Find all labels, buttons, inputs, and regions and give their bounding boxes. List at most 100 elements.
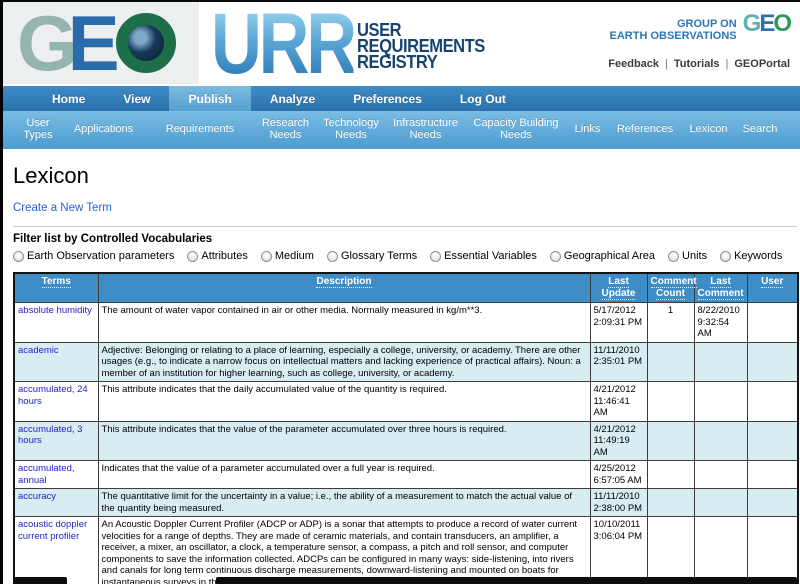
radio-icon[interactable] xyxy=(187,250,199,262)
geo-logo-earth-icon xyxy=(115,13,176,73)
comment-count xyxy=(646,460,695,489)
subnav-applications[interactable]: Applications xyxy=(73,123,134,135)
filter-glossary-terms[interactable]: Glossary Terms xyxy=(326,250,418,262)
subnav-research-needs[interactable]: Research Needs xyxy=(261,117,310,141)
subnav-capacity-building-needs[interactable]: Capacity Building Needs xyxy=(473,117,559,141)
filter-medium[interactable]: Medium xyxy=(260,250,314,262)
col-header-last-comment[interactable]: Last Comment xyxy=(693,272,748,303)
term-link[interactable]: academic xyxy=(18,344,59,356)
term-link[interactable]: accumulated, annual xyxy=(18,463,75,486)
radio-icon[interactable] xyxy=(260,250,272,262)
main-nav: Home View Publish Analyze Preferences Lo… xyxy=(3,86,800,111)
filter-label: Geographical Area xyxy=(563,250,656,262)
last-update: 4/21/2012 11:46:41 AM xyxy=(589,381,648,422)
filter-section-label: Filter list by Controlled Vocabularies xyxy=(13,233,213,245)
radio-icon[interactable] xyxy=(430,250,442,262)
term-link[interactable]: acoustic doppler current profiler xyxy=(18,519,88,542)
urr-logo-words: USER REQUIREMENTS REGISTRY xyxy=(357,20,485,71)
geoportal-link[interactable]: GEOPortal xyxy=(734,58,790,70)
term-description: Indicates that the value of a parameter … xyxy=(97,460,591,489)
comment-count xyxy=(646,488,695,517)
nav-view[interactable]: View xyxy=(123,91,151,106)
subnav-search[interactable]: Search xyxy=(742,123,778,135)
create-new-term-link[interactable]: Create a New Term xyxy=(13,202,112,214)
sub-nav: User Types Applications Requirements Res… xyxy=(3,111,800,149)
main-content: Lexicon Create a New Term Filter list by… xyxy=(3,149,800,584)
table-row: accumulated, 3 hours This attribute indi… xyxy=(13,420,799,461)
radio-icon[interactable] xyxy=(720,250,732,262)
last-comment: 8/22/2010 9:32:54 AM xyxy=(693,302,748,343)
page-title: Lexicon xyxy=(13,163,89,188)
col-header-last-update[interactable]: Last Update xyxy=(589,272,648,303)
last-update: 4/25/2012 6:57:05 AM xyxy=(589,460,648,489)
last-comment xyxy=(693,381,748,422)
col-header-description[interactable]: Description xyxy=(97,272,591,303)
filter-label: Earth Observation parameters xyxy=(27,250,175,262)
term-link[interactable]: accumulated, 24 hours xyxy=(18,384,88,407)
last-update: 4/21/2012 11:49:19 AM xyxy=(589,420,648,461)
org-name: GROUP ON EARTH OBSERVATIONS xyxy=(610,18,737,42)
user-cell xyxy=(746,516,799,584)
filter-units[interactable]: Units xyxy=(668,250,707,262)
radio-icon[interactable] xyxy=(668,250,680,262)
filter-label: Medium xyxy=(274,250,314,262)
radio-icon[interactable] xyxy=(13,250,24,262)
user-cell xyxy=(746,341,799,382)
col-header-user[interactable]: User xyxy=(746,272,799,303)
urr-logo: URR USER REQUIREMENTS REGISTRY xyxy=(211,0,496,92)
subnav-user-types[interactable]: User Types xyxy=(23,117,53,141)
term-description: This attribute indicates that the daily … xyxy=(97,381,591,422)
subnav-links[interactable]: Links xyxy=(574,123,601,135)
user-cell xyxy=(746,420,799,461)
nav-publish[interactable]: Publish xyxy=(169,86,251,111)
subnav-infrastructure-needs[interactable]: Infrastructure Needs xyxy=(393,117,458,141)
user-cell xyxy=(746,488,799,517)
comment-count xyxy=(646,341,695,382)
last-update: 5/17/2012 2:09:31 PM xyxy=(589,302,648,343)
feedback-link[interactable]: Feedback xyxy=(608,58,660,70)
last-comment xyxy=(693,516,748,584)
lexicon-table: Terms Description Last Update Comment Co… xyxy=(13,272,799,584)
filter-keywords[interactable]: Keywords xyxy=(720,250,782,262)
filter-label: Glossary Terms xyxy=(340,250,418,262)
term-description: An Acoustic Doppler Current Profiler (AD… xyxy=(97,516,591,584)
user-cell xyxy=(746,460,799,489)
term-link[interactable]: accumulated, 3 hours xyxy=(18,423,83,447)
filter-attributes[interactable]: Attributes xyxy=(187,250,248,262)
table-row: academic Adjective: Belonging or relatin… xyxy=(13,341,799,382)
window-bottom-edge xyxy=(13,577,67,584)
header-links: Feedback | Tutorials | GEOPortal xyxy=(608,58,790,70)
comment-count xyxy=(646,516,695,584)
nav-preferences[interactable]: Preferences xyxy=(353,91,422,106)
subnav-lexicon[interactable]: Lexicon xyxy=(689,123,728,135)
org-name-line1: GROUP ON xyxy=(676,18,737,30)
term-description: This attribute indicates that the value … xyxy=(97,420,591,461)
nav-analyze[interactable]: Analyze xyxy=(269,91,316,106)
filter-label: Keywords xyxy=(734,250,783,262)
nav-logout[interactable]: Log Out xyxy=(459,91,506,106)
radio-icon[interactable] xyxy=(326,250,338,262)
subnav-references[interactable]: References xyxy=(616,123,674,135)
last-update: 11/11/2010 2:35:01 PM xyxy=(589,341,648,382)
filter-earth-observation-parameters[interactable]: Earth Observation parameters xyxy=(13,250,174,262)
vocabulary-filter-group: Earth Observation parameters Attributes … xyxy=(13,250,790,262)
urr-logo-text: URR xyxy=(211,0,357,92)
subnav-technology-needs[interactable]: Technology Needs xyxy=(323,117,379,141)
geo-small-icon: GEO xyxy=(742,10,792,37)
last-comment xyxy=(693,488,748,517)
table-row: absolute humidity The amount of water va… xyxy=(13,302,799,343)
tutorials-link[interactable]: Tutorials xyxy=(673,58,720,70)
nav-home[interactable]: Home xyxy=(52,91,86,106)
filter-label: Units xyxy=(682,250,708,262)
term-link[interactable]: absolute humidity xyxy=(18,305,92,316)
urr-word-user: USER xyxy=(357,20,402,40)
term-link[interactable]: accuracy xyxy=(18,491,57,502)
col-header-comment-count[interactable]: Comment Count xyxy=(646,272,697,303)
filter-geographical-area[interactable]: Geographical Area xyxy=(549,250,656,262)
filter-essential-variables[interactable]: Essential Variables xyxy=(430,250,537,262)
col-header-terms[interactable]: Terms xyxy=(13,272,99,303)
term-description: The amount of water vapor contained in a… xyxy=(97,302,591,343)
comment-count xyxy=(646,420,695,461)
radio-icon[interactable] xyxy=(549,250,561,262)
subnav-requirements[interactable]: Requirements xyxy=(165,123,235,135)
